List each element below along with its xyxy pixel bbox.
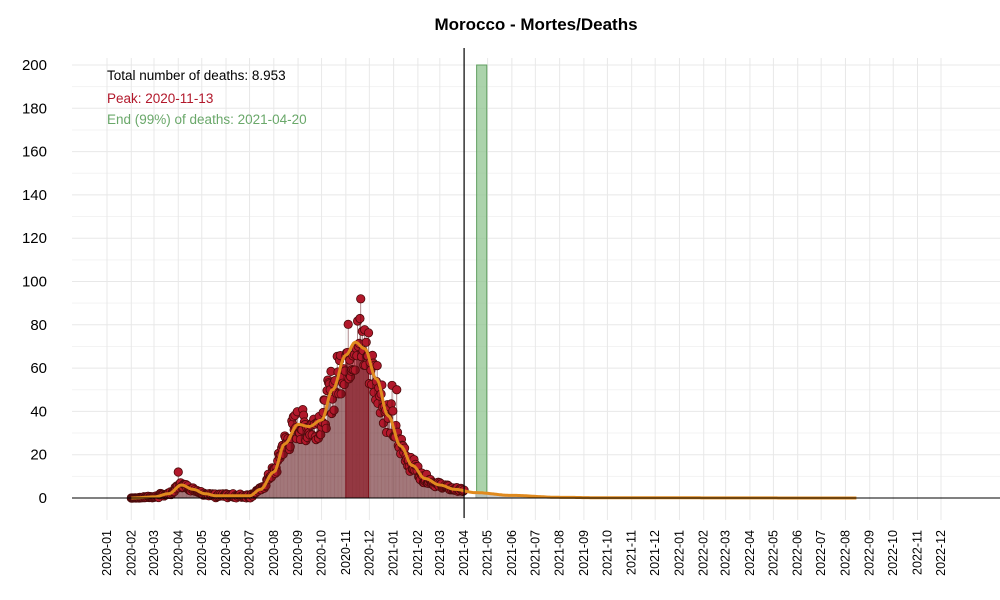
y-tick-label: 60	[30, 360, 47, 377]
forecast-tail-bar	[487, 493, 499, 498]
x-tick-label: 2020-04	[171, 530, 185, 576]
x-tick-label: 2020-12	[362, 530, 376, 576]
observation-point	[343, 319, 353, 329]
point-layer	[126, 294, 469, 503]
y-tick-label: 180	[22, 100, 47, 117]
y-tick-label: 80	[30, 317, 47, 334]
x-tick-label: 2020-03	[147, 530, 161, 576]
y-tick-label: 120	[22, 230, 47, 247]
annotation-peak: Peak: 2020-11-13	[107, 91, 213, 106]
x-tick-label: 2022-12	[934, 530, 948, 576]
x-tick-label: 2022-04	[743, 530, 757, 576]
observation-point	[372, 360, 382, 371]
x-tick-label: 2020-11	[339, 530, 353, 575]
y-tick-label: 200	[22, 57, 47, 74]
x-tick-label: 2020-08	[267, 530, 281, 576]
x-tick-label: 2022-07	[814, 530, 828, 576]
observation-point	[355, 313, 365, 324]
x-tick-label: 2020-09	[291, 530, 305, 576]
y-tick-label: 0	[39, 490, 47, 507]
x-tick-label: 2022-01	[672, 530, 686, 576]
x-tick-label: 2021-06	[505, 530, 519, 576]
annotation-end: End (99%) of deaths: 2021-04-20	[107, 112, 307, 127]
x-tick-label: 2021-09	[577, 530, 591, 576]
observation-point	[363, 328, 374, 338]
x-tick-label: 2022-02	[697, 530, 711, 576]
annotation-total: Total number of deaths: 8.953	[107, 68, 286, 83]
axis-layer	[72, 48, 1000, 518]
y-tick-label: 100	[22, 274, 47, 291]
x-tick-label: 2021-11	[625, 530, 639, 575]
x-tick-label: 2021-12	[648, 530, 662, 576]
observation-point	[361, 337, 371, 347]
y-tick-label: 40	[30, 403, 47, 420]
x-tick-label: 2020-10	[315, 530, 329, 576]
x-tick-label: 2022-10	[886, 530, 900, 576]
x-tick-label: 2020-06	[219, 530, 233, 576]
x-tick-label: 2022-06	[791, 530, 805, 576]
x-tick-label: 2021-05	[481, 530, 495, 576]
x-tick-label: 2020-01	[100, 530, 114, 576]
x-tick-label: 2021-07	[528, 530, 542, 576]
end-band	[476, 64, 488, 499]
y-tick-label: 160	[22, 144, 47, 161]
x-tick-label: 2021-02	[411, 530, 425, 576]
x-tick-label: 2022-09	[863, 530, 877, 576]
x-tick-label: 2022-05	[766, 530, 780, 576]
x-tick-label: 2022-08	[838, 530, 852, 576]
label-layer: 0 20 40 60 80 100 120 140 160 180 200 2020-01 2020-0…	[22, 57, 948, 576]
x-tick-label: 2021-04	[457, 530, 471, 576]
x-tick-label: 2021-03	[433, 530, 447, 576]
observation-point	[356, 294, 366, 304]
x-tick-label: 2021-08	[553, 530, 567, 576]
smooth-curve	[131, 340, 857, 500]
y-tick-label: 140	[22, 187, 47, 204]
forecast-tail-bar	[475, 492, 488, 498]
observation-point	[392, 385, 402, 395]
x-tick-label: 2021-10	[600, 530, 614, 576]
x-tick-label: 2022-11	[911, 530, 925, 575]
y-tick-label: 20	[30, 447, 47, 464]
x-tick-label: 2020-05	[195, 530, 209, 576]
smooth-layer	[131, 340, 857, 500]
x-tick-label: 2020-07	[243, 530, 257, 576]
chart-title: Morocco - Mortes/Deaths	[434, 15, 637, 34]
x-tick-label: 2021-01	[387, 530, 401, 576]
x-tick-label: 2022-03	[719, 530, 733, 576]
x-tick-label: 2020-02	[124, 530, 138, 576]
grid-layer	[72, 58, 1000, 520]
observation-point	[173, 467, 183, 477]
observation-point	[388, 406, 398, 416]
